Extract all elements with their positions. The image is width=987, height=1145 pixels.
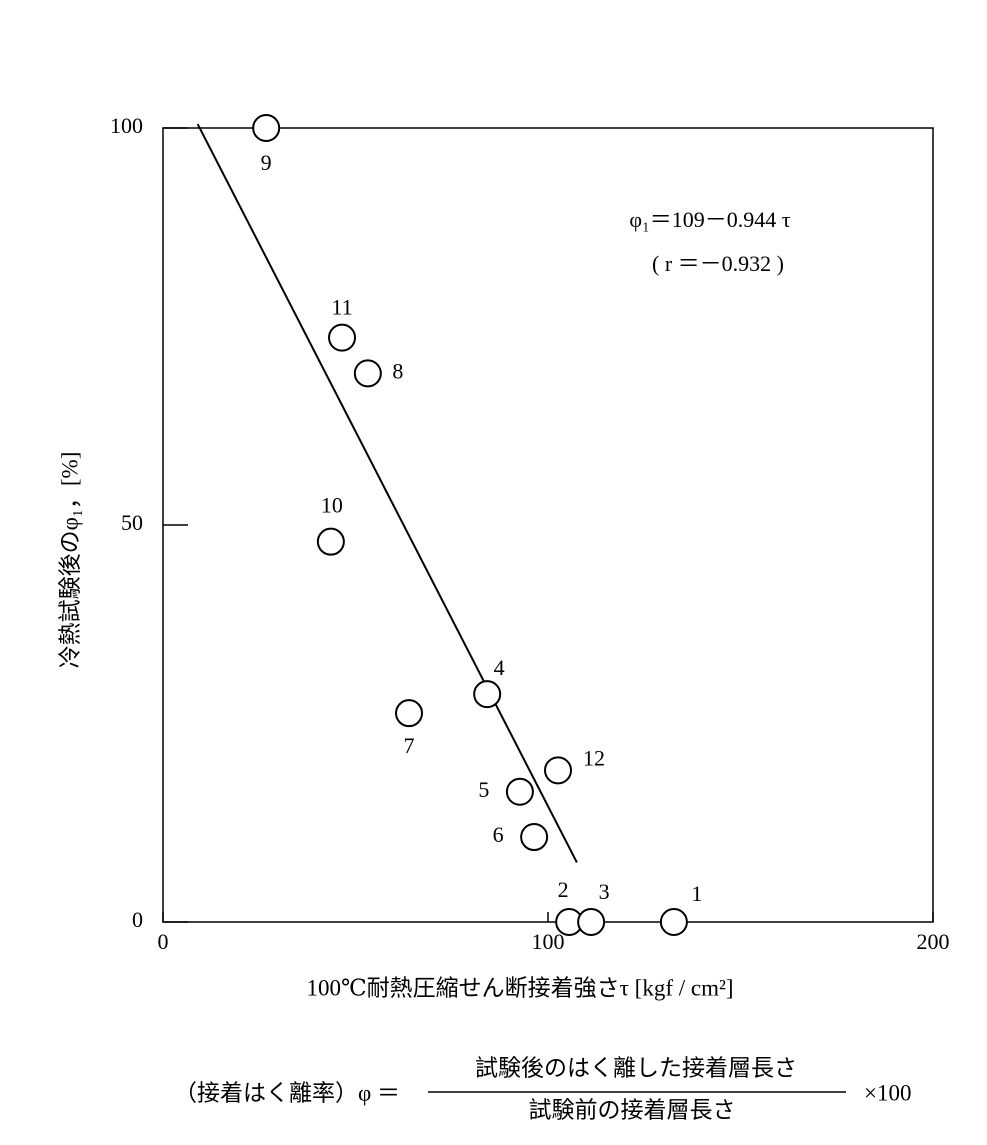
data-point <box>252 114 281 142</box>
point-label: 3 <box>599 879 610 904</box>
plot-frame <box>162 127 934 923</box>
point-label: 12 <box>583 745 605 770</box>
y-axis-label: 冷熱試験後のφ₁，[%] <box>57 452 82 669</box>
point-label: 7 <box>404 733 415 758</box>
point-label: 5 <box>478 777 489 802</box>
x-axis-label: 100℃耐熱圧縮せん断接着強さτ [kgf / cm²] <box>306 975 733 1000</box>
formula-denominator: 試験前の接着層長さ <box>529 1097 736 1122</box>
point-label: 11 <box>331 295 352 320</box>
data-point <box>473 680 502 709</box>
data-point <box>316 527 345 556</box>
data-point <box>505 777 534 806</box>
x-tick-label: 100 <box>532 929 565 954</box>
point-label: 4 <box>494 655 505 680</box>
point-label: 2 <box>558 877 569 902</box>
data-point <box>328 323 357 352</box>
point-label: 8 <box>392 358 403 383</box>
formula-right: ×100 <box>864 1080 911 1105</box>
point-label: 6 <box>493 822 504 847</box>
formula-numerator: 試験後のはく離した接着層長さ <box>475 1055 797 1080</box>
point-label: 9 <box>261 150 272 175</box>
data-point <box>577 908 606 936</box>
data-point <box>659 908 688 936</box>
y-tick-label: 50 <box>121 510 143 535</box>
data-point <box>353 359 382 388</box>
data-point <box>520 823 549 852</box>
data-point <box>395 699 424 728</box>
fit-line <box>196 123 578 863</box>
y-tick-label: 0 <box>132 907 143 932</box>
formula-left: （接着はく離率）φ ＝ <box>174 1080 400 1105</box>
y-tick-label: 100 <box>110 113 143 138</box>
data-point <box>544 756 573 785</box>
x-tick-label: 200 <box>917 929 950 954</box>
point-label: 10 <box>321 493 343 518</box>
x-tick-label: 0 <box>158 929 169 954</box>
correlation: ( r ＝－0.932 ) <box>652 251 784 276</box>
fit-equation: φ₁＝109－0.944 τ <box>629 207 790 232</box>
point-label: 1 <box>691 881 702 906</box>
